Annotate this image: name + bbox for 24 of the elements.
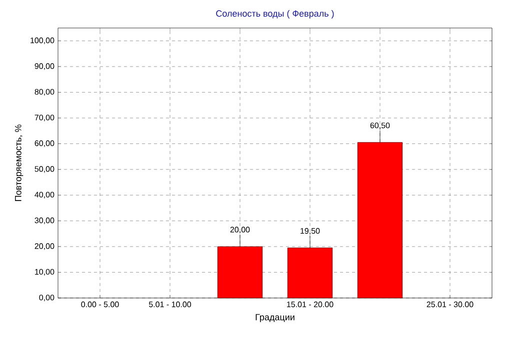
y-tick-label: 0,00	[39, 294, 54, 302]
x-tick-label: 5.01 - 10.00	[148, 302, 192, 308]
bar	[287, 248, 333, 298]
y-tick-label: 10,00	[35, 268, 54, 276]
y-tick-label: 50,00	[34, 166, 54, 173]
x-tick-label: 0.00 - 5.00	[81, 302, 119, 308]
data-label: 19,50	[300, 228, 320, 235]
y-tick-label: 80,00	[34, 88, 54, 96]
y-tick-label: 100,00	[30, 38, 54, 44]
data-label: 20,00	[230, 226, 250, 234]
chart-title: Соленость воды ( Февраль )	[216, 10, 334, 18]
bar	[217, 246, 263, 298]
y-tick-label: 70,00	[34, 114, 54, 122]
y-tick-label: 60,00	[34, 140, 54, 148]
x-tick-label: 15.01 - 20.00	[287, 302, 334, 308]
y-tick-label: 30,00	[34, 218, 54, 224]
x-axis-title: Градации	[256, 314, 294, 322]
y-axis-title: Повторяемость, %	[15, 124, 24, 201]
y-tick-label: 90,00	[34, 63, 54, 70]
x-tick-label: 25.01 - 30.00	[426, 302, 474, 308]
bar	[357, 142, 403, 298]
y-tick-label: 20,00	[34, 243, 54, 250]
y-tick-label: 40,00	[34, 192, 54, 198]
data-label: 60,50	[370, 122, 390, 130]
